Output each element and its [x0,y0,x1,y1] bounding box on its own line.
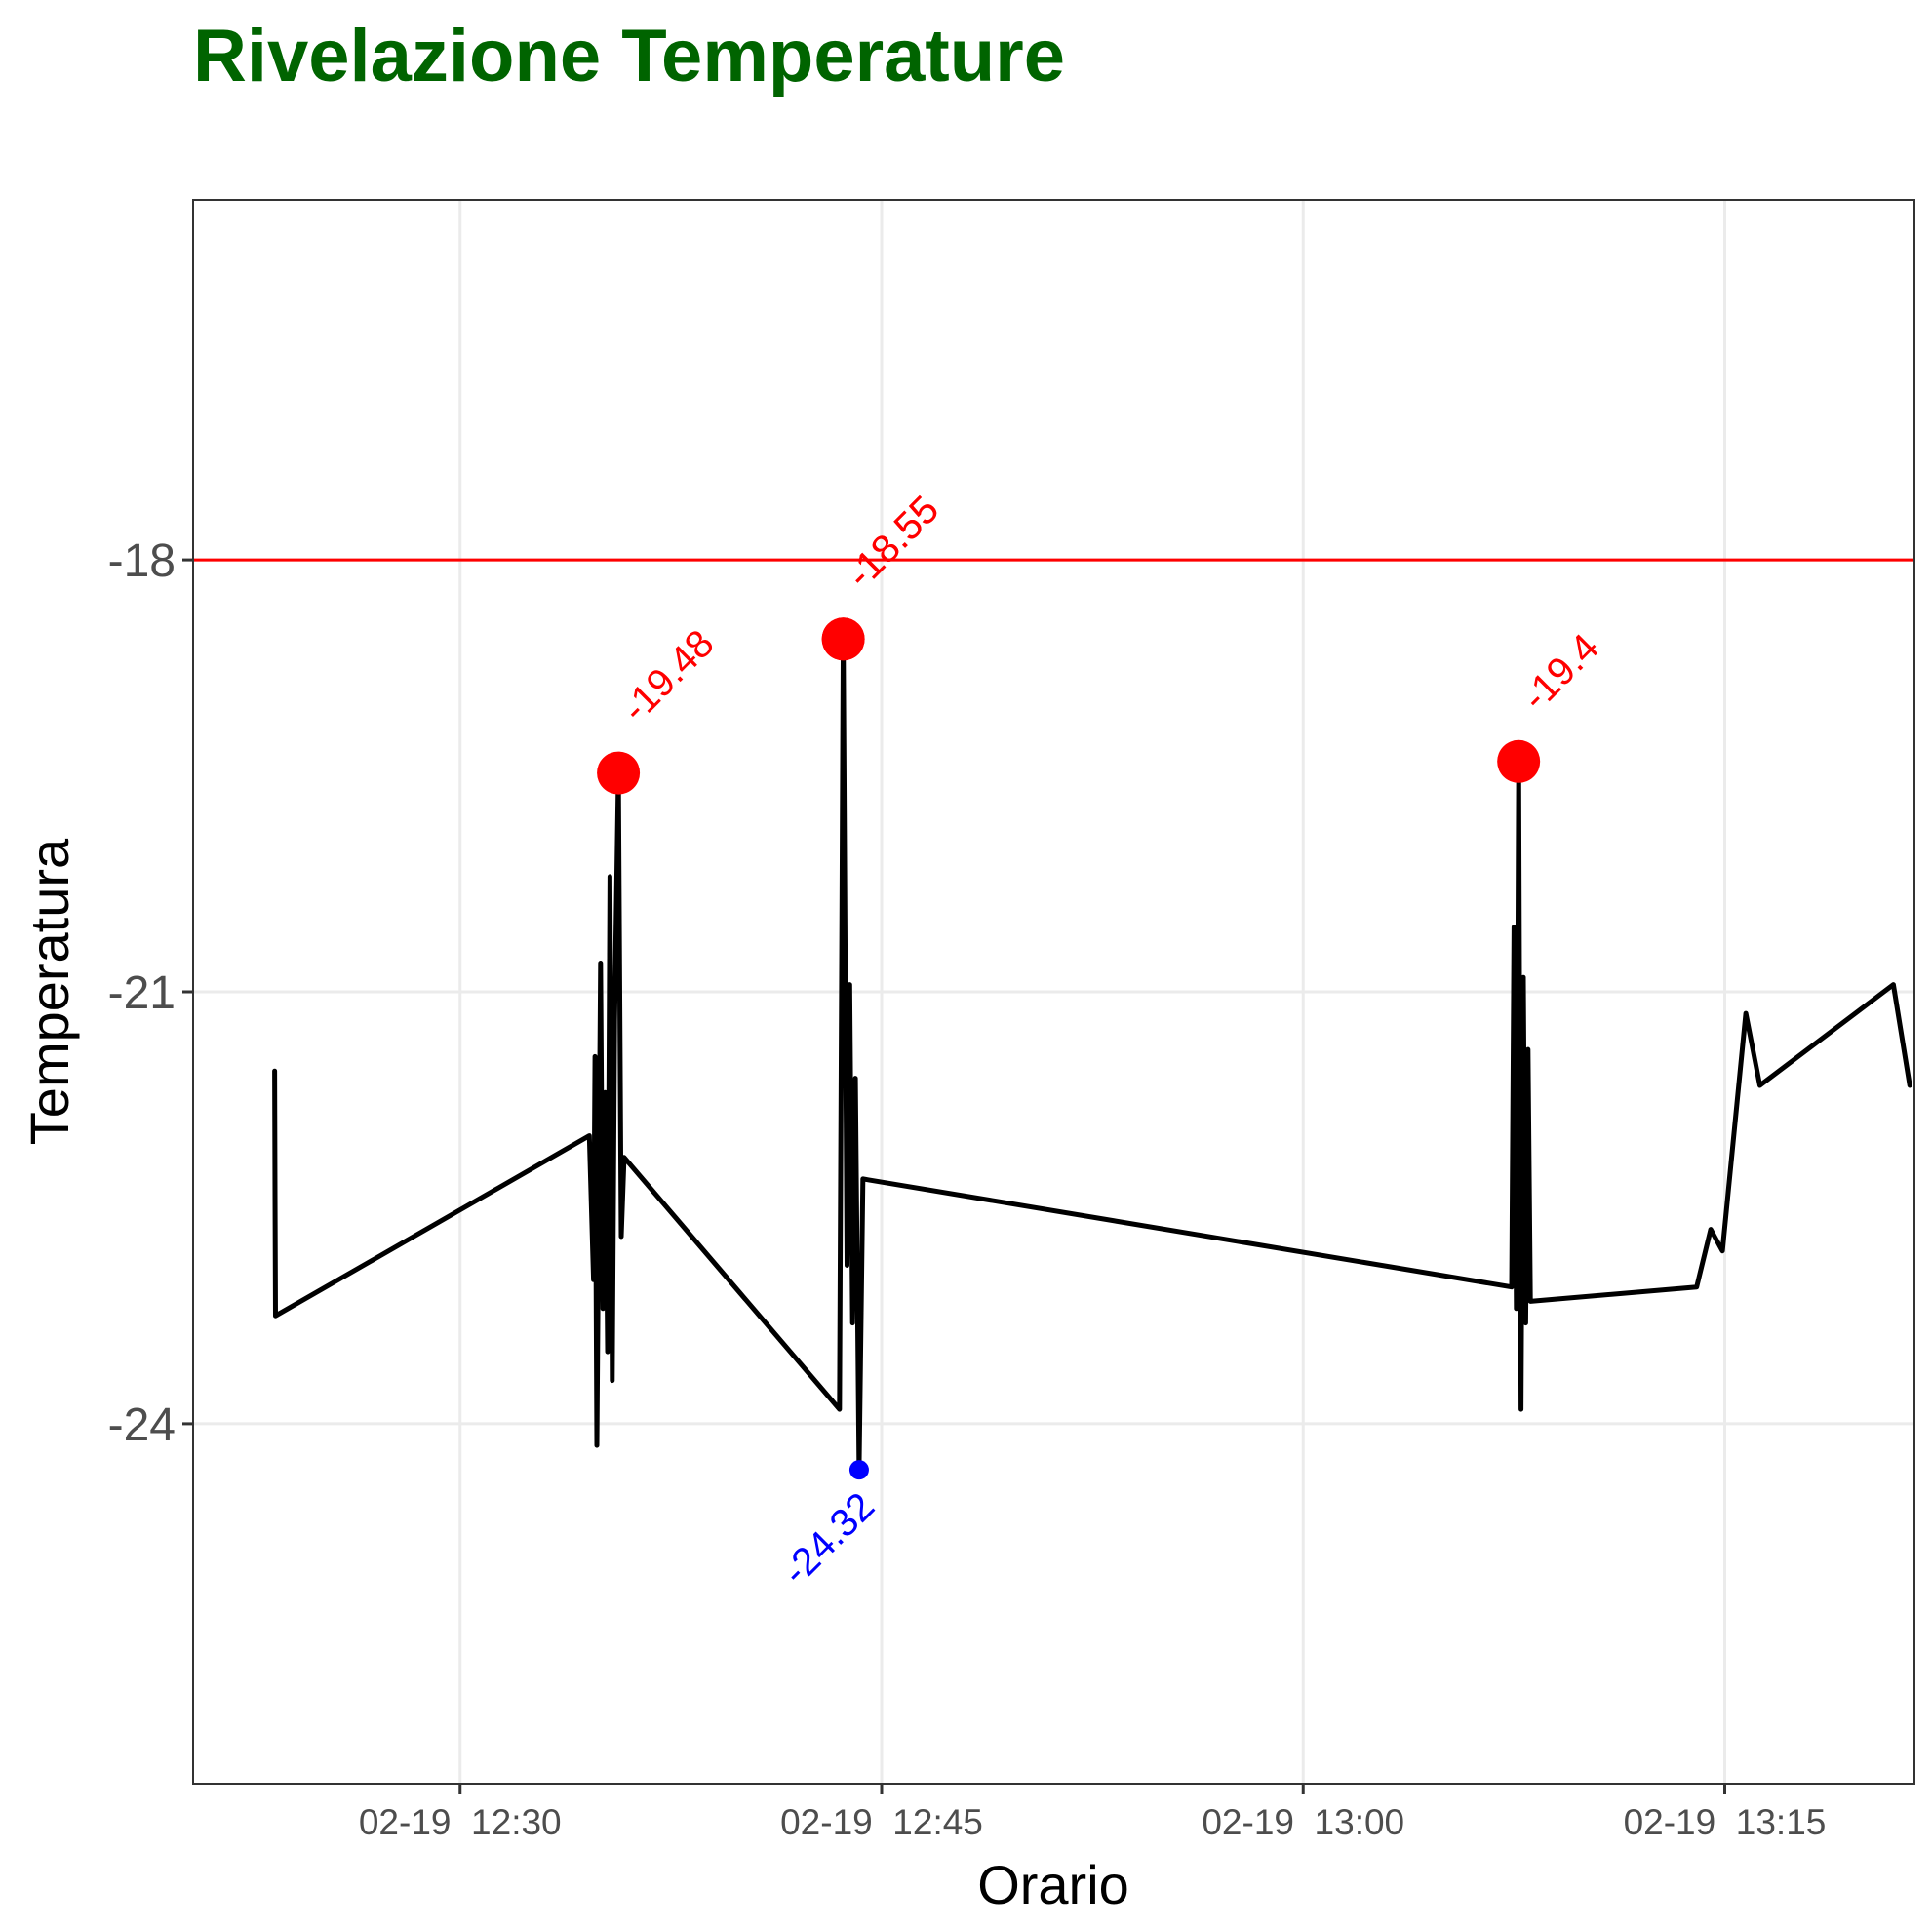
max-value-label: -19.48 [613,622,722,730]
max-point-marker [597,751,641,795]
y-tick-label: -24 [108,1399,176,1451]
series-layer [272,636,1912,1473]
x-tick-label: 02-19 13:15 [1624,1802,1827,1842]
x-axis-title: Orario [977,1854,1129,1915]
max-point-marker [821,617,865,661]
y-tick-label: -21 [108,967,176,1019]
min-value-label: -24.32 [774,1484,883,1593]
axes: 02-19 12:30 02-19 12:45 02-19 13:00 02-19 1… [108,535,1827,1842]
x-tick-label: 02-19 13:00 [1202,1802,1404,1842]
max-value-label: -19.4 [1514,626,1607,720]
max-point-marker [1497,739,1541,783]
y-tick-label: -18 [108,535,176,587]
max-value-label: -18.55 [839,488,947,596]
grid [193,200,1914,1784]
chart-title: Rivelazione Temperature [193,15,1065,98]
x-tick-label: 02-19 12:45 [780,1802,983,1842]
x-tick-label: 02-19 12:30 [359,1802,562,1842]
y-axis-title: Temperatura [19,838,80,1145]
temperature-line [272,636,1912,1473]
peak-layer: -19.48-18.55-18.55-19.4-24.32 [597,488,1607,1594]
min-point-marker [848,1460,869,1480]
